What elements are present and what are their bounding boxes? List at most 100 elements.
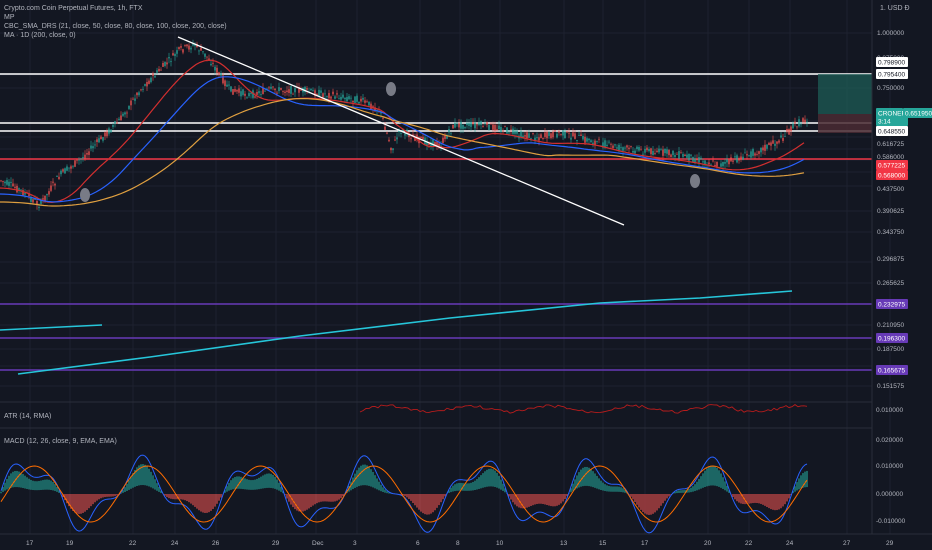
candle bbox=[794, 117, 796, 127]
candle bbox=[4, 180, 6, 188]
currency-label[interactable]: 1. USD Đ bbox=[880, 5, 910, 12]
candle bbox=[528, 129, 530, 138]
candle bbox=[742, 153, 744, 161]
horizontal-levels[interactable] bbox=[0, 73, 872, 371]
svg-text:0.568000: 0.568000 bbox=[878, 173, 905, 180]
atr-line bbox=[359, 404, 808, 414]
symbol-title[interactable]: Crypto.com Coin Perpetual Futures, 1h, F… bbox=[4, 5, 143, 12]
candle bbox=[76, 159, 78, 164]
indicator-mp[interactable]: MP bbox=[4, 14, 15, 21]
candle bbox=[790, 125, 792, 136]
sma-50-line bbox=[0, 76, 805, 203]
atr-legend[interactable]: ATR (14, RMA) bbox=[4, 413, 52, 420]
time-axis-label: 19 bbox=[66, 540, 74, 547]
candle bbox=[416, 130, 418, 143]
candle bbox=[478, 117, 480, 127]
candle bbox=[770, 140, 772, 151]
candle bbox=[132, 97, 134, 101]
candle bbox=[490, 122, 492, 125]
candle bbox=[502, 128, 504, 134]
candle bbox=[370, 101, 372, 111]
candle bbox=[226, 80, 228, 88]
candle bbox=[324, 89, 326, 99]
candle bbox=[678, 147, 680, 162]
price-axis-label: 0.390625 bbox=[877, 208, 904, 215]
candle bbox=[804, 115, 806, 125]
macd-legend[interactable]: MACD (12, 26, close, 9, EMA, EMA) bbox=[4, 438, 117, 445]
candle bbox=[552, 129, 554, 140]
candle bbox=[596, 140, 598, 144]
candle bbox=[676, 151, 678, 155]
price-tag: 0.577225 bbox=[876, 160, 908, 170]
candle bbox=[568, 128, 570, 139]
candle bbox=[70, 164, 72, 174]
candle bbox=[404, 132, 406, 140]
candle bbox=[486, 121, 488, 128]
long-position-stop-zone[interactable] bbox=[818, 114, 872, 133]
candle bbox=[464, 126, 466, 130]
time-axis[interactable]: 17 19 22 24 26 29 Dec 3 6 8 10 13 15 17 20 22 24 27 29 bbox=[26, 540, 894, 547]
candle bbox=[72, 165, 74, 169]
candle bbox=[750, 149, 752, 160]
candle bbox=[170, 58, 172, 67]
candle bbox=[640, 146, 642, 151]
candle bbox=[298, 82, 300, 97]
candle bbox=[638, 145, 640, 152]
candle bbox=[354, 95, 356, 104]
candle bbox=[50, 181, 52, 193]
candle bbox=[436, 137, 438, 150]
candle bbox=[776, 140, 778, 149]
candle bbox=[258, 87, 260, 97]
candle bbox=[146, 78, 148, 92]
candle bbox=[310, 88, 312, 92]
candle bbox=[254, 92, 256, 99]
candle bbox=[696, 154, 698, 163]
candle bbox=[106, 128, 108, 139]
candle bbox=[136, 92, 138, 99]
ma-1d-line-segment bbox=[0, 324, 103, 331]
candle bbox=[222, 72, 224, 85]
candle bbox=[650, 147, 652, 158]
candle bbox=[606, 140, 608, 148]
candle bbox=[802, 116, 804, 125]
candle bbox=[314, 88, 316, 99]
candle bbox=[334, 94, 336, 100]
candle bbox=[556, 131, 558, 139]
candle bbox=[346, 92, 348, 104]
candle bbox=[90, 140, 92, 152]
candle bbox=[550, 132, 552, 140]
svg-text:0.000000: 0.000000 bbox=[876, 491, 903, 498]
candle bbox=[668, 149, 670, 159]
candle bbox=[446, 133, 448, 140]
candle bbox=[242, 88, 244, 97]
candlesticks[interactable] bbox=[0, 39, 808, 211]
candle bbox=[442, 134, 444, 145]
candle bbox=[164, 61, 166, 68]
time-axis-label: 29 bbox=[886, 540, 894, 547]
candle bbox=[614, 143, 616, 148]
candle bbox=[366, 99, 368, 103]
candle bbox=[462, 124, 464, 134]
candle bbox=[200, 44, 202, 51]
candle bbox=[582, 133, 584, 141]
candle bbox=[714, 161, 716, 167]
time-axis-label: 22 bbox=[129, 540, 137, 547]
candle bbox=[730, 154, 732, 162]
candle bbox=[736, 153, 738, 164]
candle bbox=[216, 64, 218, 76]
marker-circle bbox=[80, 188, 90, 202]
indicator-ma-1d[interactable]: MA · 1D (200, close, 0) bbox=[4, 32, 76, 39]
candle bbox=[746, 150, 748, 160]
candle bbox=[448, 126, 450, 137]
candle bbox=[270, 83, 272, 90]
time-axis-label: 29 bbox=[272, 540, 280, 547]
long-position-target-zone[interactable] bbox=[818, 74, 872, 114]
indicator-cbc-sma[interactable]: CBC_SMA_DRS (21, close, 50, close, 80, c… bbox=[4, 23, 227, 30]
downtrend-line[interactable] bbox=[177, 36, 625, 226]
candle bbox=[652, 145, 654, 156]
candle bbox=[134, 94, 136, 105]
candle bbox=[364, 97, 366, 106]
candle bbox=[744, 148, 746, 154]
candle bbox=[212, 58, 214, 68]
